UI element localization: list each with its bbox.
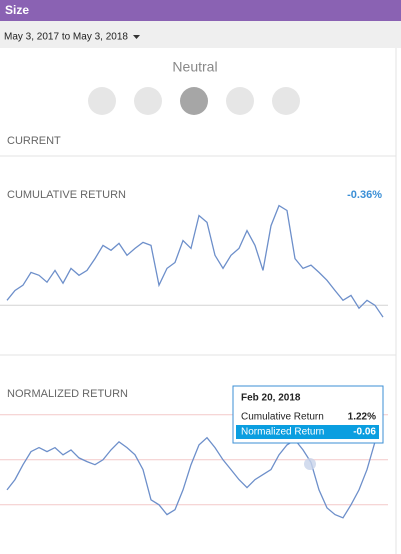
tooltip-highlight bbox=[236, 425, 379, 439]
sentiment-label: Neutral bbox=[172, 59, 217, 75]
sentiment-option[interactable] bbox=[272, 87, 300, 115]
chart-title: NORMALIZED RETURN bbox=[7, 388, 128, 400]
date-bar bbox=[0, 21, 401, 48]
chart-value: -0.36% bbox=[347, 189, 382, 201]
section-label: CURRENT bbox=[7, 135, 61, 147]
sentiment-option-selected[interactable] bbox=[180, 87, 208, 115]
sentiment-option[interactable] bbox=[88, 87, 116, 115]
line bbox=[6, 424, 384, 519]
hover-marker bbox=[304, 458, 316, 470]
sentiment-option[interactable] bbox=[134, 87, 162, 115]
date-range[interactable]: May 3, 2017 to May 3, 2018 bbox=[4, 32, 128, 43]
tooltip-row-label: Cumulative Return bbox=[241, 412, 324, 423]
header-title: Size bbox=[5, 3, 29, 17]
line bbox=[6, 204, 384, 318]
tooltip-date: Feb 20, 2018 bbox=[241, 393, 301, 404]
tooltip-row-label: Normalized Return bbox=[241, 427, 324, 438]
tooltip-row-value: -0.06 bbox=[353, 427, 376, 438]
chart-title: CUMULATIVE RETURN bbox=[7, 189, 126, 201]
header-bar bbox=[0, 0, 401, 21]
sentiment-option[interactable] bbox=[226, 87, 254, 115]
dropdown-arrow[interactable] bbox=[133, 35, 140, 39]
tooltip: Feb 20, 2018 Cumulative Return 1.22% Nor… bbox=[232, 385, 384, 444]
tooltip-row-value: 1.22% bbox=[348, 412, 376, 423]
